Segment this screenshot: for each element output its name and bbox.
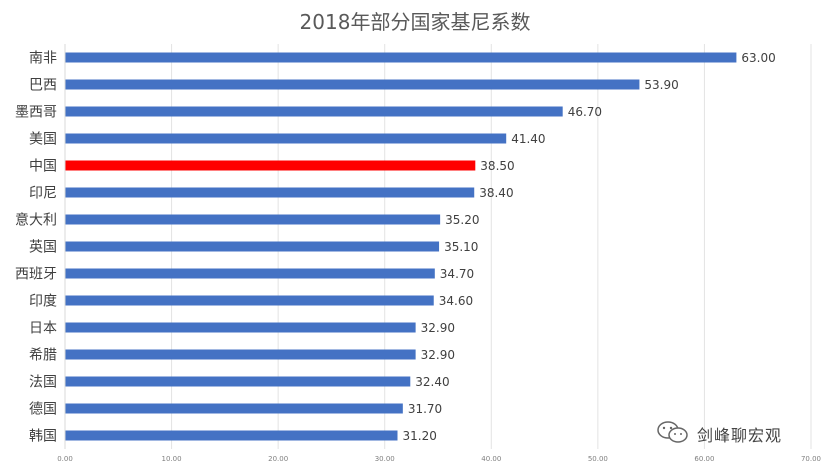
bar xyxy=(65,214,441,225)
category-label: 美国 xyxy=(29,132,57,148)
x-tick-label: 30.00 xyxy=(375,455,395,463)
watermark: 剑峰聊宏观 xyxy=(655,420,825,448)
category-label: 法国 xyxy=(29,375,57,391)
data-label: 31.70 xyxy=(408,402,442,416)
data-label: 53.90 xyxy=(644,78,678,92)
data-label: 32.90 xyxy=(421,321,455,335)
x-tick-label: 0.00 xyxy=(57,455,73,463)
x-tick-label: 70.00 xyxy=(801,455,821,463)
x-tick-label: 60.00 xyxy=(694,455,714,463)
bar xyxy=(65,160,476,171)
data-label: 38.40 xyxy=(479,186,513,200)
bar xyxy=(65,430,398,441)
data-label: 63.00 xyxy=(741,51,775,65)
category-label: 中国 xyxy=(29,159,57,175)
category-label: 德国 xyxy=(29,402,57,418)
bar xyxy=(65,376,411,387)
x-tick-label: 50.00 xyxy=(588,455,608,463)
data-label: 34.70 xyxy=(440,267,474,281)
category-label: 印尼 xyxy=(29,186,57,202)
data-label: 34.60 xyxy=(439,294,473,308)
bar xyxy=(65,268,435,279)
category-label: 印度 xyxy=(29,294,57,310)
data-label: 46.70 xyxy=(568,105,602,119)
data-label: 41.40 xyxy=(511,132,545,146)
bar xyxy=(65,106,563,117)
data-label: 38.50 xyxy=(480,159,514,173)
data-label: 35.10 xyxy=(444,240,478,254)
x-tick-label: 40.00 xyxy=(481,455,501,463)
bar xyxy=(65,79,640,90)
bar xyxy=(65,187,475,198)
x-tick-label: 20.00 xyxy=(268,455,288,463)
bar xyxy=(65,349,416,360)
category-label: 日本 xyxy=(29,321,57,337)
bar xyxy=(65,133,507,144)
bar xyxy=(65,403,403,414)
bar xyxy=(65,52,737,63)
category-label: 西班牙 xyxy=(15,267,57,283)
watermark-text: 剑峰聊宏观 xyxy=(697,426,783,445)
x-tick-label: 10.00 xyxy=(162,455,182,463)
bar xyxy=(65,295,434,306)
wechat-icon xyxy=(655,420,691,448)
data-label: 32.40 xyxy=(415,375,449,389)
data-label: 32.90 xyxy=(421,348,455,362)
chart-title: 2018年部分国家基尼系数 xyxy=(299,10,531,34)
category-label: 巴西 xyxy=(29,78,57,94)
category-label: 希腊 xyxy=(29,348,57,364)
category-label: 意大利 xyxy=(15,212,57,229)
data-label: 31.20 xyxy=(403,429,437,443)
category-label: 英国 xyxy=(29,239,57,256)
bar xyxy=(65,241,440,252)
category-label: 墨西哥 xyxy=(15,105,57,121)
category-label: 南非 xyxy=(29,51,57,67)
category-label: 韩国 xyxy=(29,429,57,445)
bar xyxy=(65,322,416,333)
data-label: 35.20 xyxy=(445,213,479,227)
